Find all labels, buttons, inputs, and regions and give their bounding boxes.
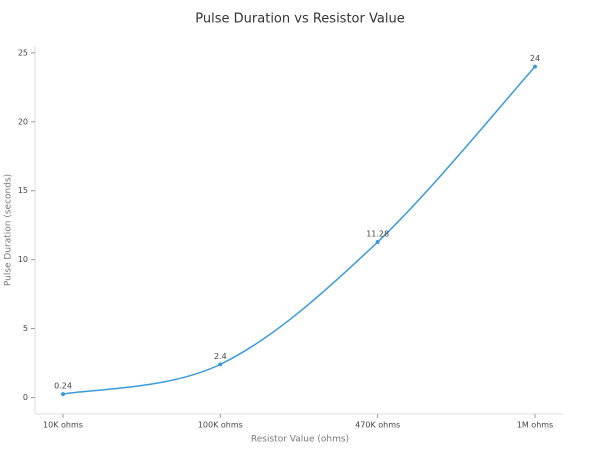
point xyxy=(375,239,380,244)
line xyxy=(62,66,536,395)
x-tick-label: 100K ohms xyxy=(198,421,243,430)
y-axis-title: Pulse Duration (seconds) xyxy=(4,174,14,286)
chart-title: Pulse Duration vs Resistor Value xyxy=(195,12,404,27)
data-label: 2.4 xyxy=(214,352,227,361)
point xyxy=(61,392,65,397)
y-tick-label: 20 xyxy=(18,117,28,126)
x-tick-label: 470K ohms xyxy=(355,421,400,430)
point xyxy=(218,362,223,367)
data-label: 24 xyxy=(530,54,540,63)
y-tick-label: 5 xyxy=(23,324,28,333)
data-label: 0.24 xyxy=(54,382,72,391)
x-tick-label: 1M ohms xyxy=(517,421,553,430)
y-tick-label: 25 xyxy=(18,48,28,57)
x-axis-title: Resistor Value (ohms) xyxy=(251,435,349,445)
point xyxy=(533,64,537,69)
y-tick-label: 10 xyxy=(18,255,28,264)
y-tick-label: 15 xyxy=(18,186,28,195)
x-tick-label: 10K ohms xyxy=(43,421,83,430)
y-tick-label: 0 xyxy=(23,393,28,402)
data-label: 11.28 xyxy=(366,229,389,238)
